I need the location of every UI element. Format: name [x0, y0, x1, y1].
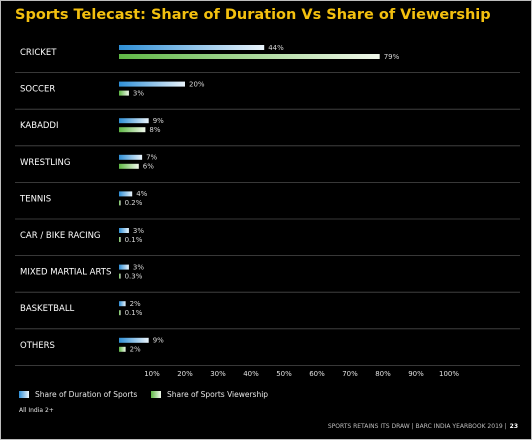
viewership-bar	[119, 163, 139, 169]
x-tick-label: 50%	[276, 370, 292, 378]
duration-value-label: 4%	[136, 190, 147, 198]
x-tick-label: 90%	[408, 370, 424, 378]
viewership-value-label: 0.3%	[125, 272, 143, 280]
viewership-value-label: 8%	[149, 126, 160, 134]
duration-bar	[119, 337, 149, 343]
category-label: CAR / BIKE RACING	[20, 231, 101, 241]
legend-label-duration: Share of Duration of Sports	[35, 390, 137, 399]
category-label: SOCCER	[20, 85, 55, 95]
chart-title: Sports Telecast: Share of Duration Vs Sh…	[15, 7, 491, 23]
x-tick-label: 20%	[177, 370, 193, 378]
viewership-bar	[119, 127, 146, 133]
category-label: CRICKET	[20, 48, 57, 58]
viewership-bar	[119, 310, 121, 316]
duration-bar	[119, 301, 126, 307]
x-tick-label: 30%	[210, 370, 226, 378]
legend-swatch-duration	[19, 391, 29, 398]
duration-value-label: 7%	[146, 154, 157, 162]
duration-bar	[119, 264, 129, 270]
duration-bar	[119, 228, 129, 233]
duration-value-label: 3%	[133, 263, 144, 271]
viewership-bar	[119, 54, 380, 59]
x-tick-label: 60%	[309, 370, 325, 378]
duration-value-label: 44%	[268, 44, 284, 52]
viewership-bar	[119, 90, 129, 96]
duration-value-label: 20%	[189, 80, 205, 88]
page-number: 23	[510, 423, 518, 430]
category-label: WRESTLING	[20, 158, 70, 168]
page-footer-text: SPORTS RETAINS ITS DRAW | BARC INDIA YEA…	[328, 423, 507, 430]
x-tick-label: 10%	[144, 370, 160, 378]
duration-value-label: 9%	[153, 337, 164, 345]
duration-value-label: 9%	[153, 117, 164, 125]
footnote: All India 2+	[19, 407, 54, 414]
viewership-value-label: 0.1%	[125, 236, 143, 244]
x-tick-label: 80%	[375, 370, 391, 378]
duration-bar	[119, 45, 265, 50]
duration-bar	[119, 191, 133, 197]
viewership-value-label: 6%	[143, 163, 154, 171]
duration-value-label: 3%	[133, 227, 144, 235]
legend-label-viewership: Share of Sports Viewership	[167, 390, 268, 399]
x-tick-label: 40%	[243, 370, 259, 378]
page-footer: SPORTS RETAINS ITS DRAW | BARC INDIA YEA…	[328, 423, 518, 430]
viewership-bar	[119, 200, 121, 206]
viewership-bar	[119, 273, 121, 279]
viewership-value-label: 0.2%	[125, 199, 143, 207]
category-label: OTHERS	[20, 341, 55, 351]
category-label: BASKETBALL	[20, 304, 75, 314]
viewership-value-label: 2%	[130, 346, 141, 354]
category-label: MIXED MARTIAL ARTS	[20, 268, 111, 278]
x-tick-label: 70%	[342, 370, 358, 378]
duration-bar	[119, 81, 185, 87]
viewership-bar	[119, 346, 126, 352]
viewership-value-label: 0.1%	[125, 309, 143, 317]
category-label: TENNIS	[19, 194, 51, 204]
duration-bar	[119, 118, 149, 124]
viewership-value-label: 79%	[384, 53, 400, 61]
legend-swatch-viewership	[151, 391, 161, 398]
duration-value-label: 2%	[130, 300, 141, 308]
duration-bar	[119, 154, 143, 160]
viewership-bar	[119, 237, 121, 242]
category-label: KABADDI	[20, 121, 58, 131]
x-tick-label: 100%	[439, 370, 459, 378]
viewership-value-label: 3%	[133, 89, 144, 97]
